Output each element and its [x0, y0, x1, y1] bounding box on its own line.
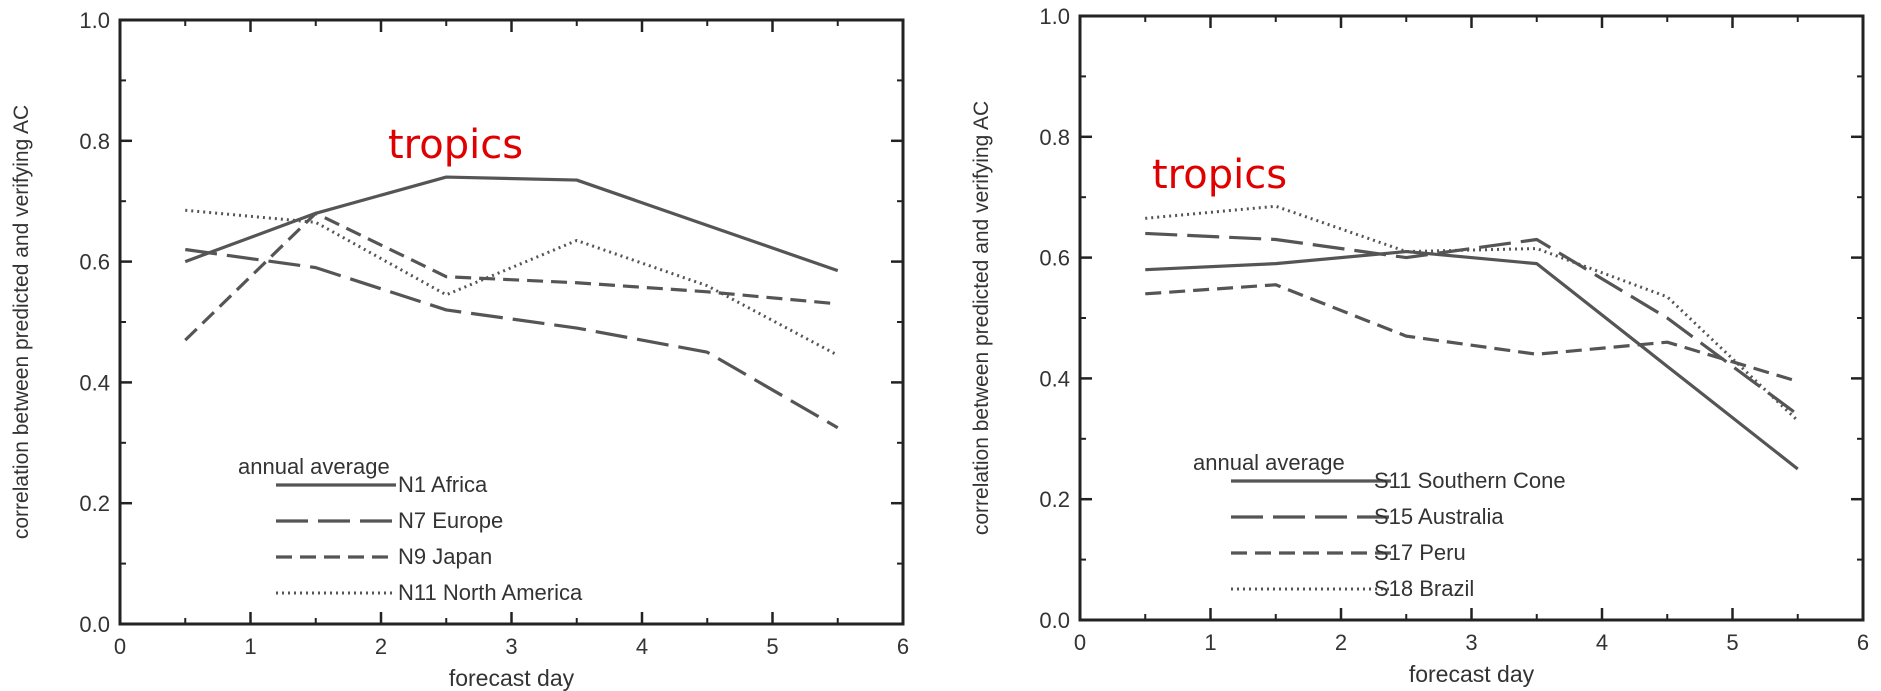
legend-entry-2: N7 Europe: [398, 508, 503, 533]
x-tick-label: 5: [1726, 630, 1738, 655]
x-tick-label: 4: [636, 634, 648, 659]
chart-panel-2: 0 1 2 3 4 5 6 0.0 0.2 0.4 0.6 0.8 1.0 forecast day cor…: [970, 4, 1869, 687]
legend-entry-1: N1 Africa: [398, 472, 488, 497]
x-tick-label: 1: [1204, 630, 1216, 655]
y-tick-label: 0.0: [1039, 608, 1070, 633]
series-line-4: [1145, 204, 1799, 422]
series-line-3: [184, 211, 838, 342]
y-tick-label: 0.4: [79, 370, 110, 395]
legend-entry-4: N11 North America: [398, 580, 583, 605]
legend-entry-1: S11 Southern Cone: [1374, 468, 1566, 493]
legend-title: annual average: [238, 454, 390, 479]
legend-entry-2: S15 Australia: [1374, 504, 1504, 529]
y-tick-label: 0.2: [79, 491, 110, 516]
y-tick-label: 0.4: [1039, 366, 1070, 391]
plot-frame: [118, 18, 905, 626]
x-tick-label: 0: [114, 634, 126, 659]
x-axis-label: forecast day: [1409, 661, 1535, 687]
annotation-text: tropics: [1152, 152, 1287, 198]
y-tick-label: 1.0: [79, 8, 110, 33]
series-line-4: [185, 208, 839, 357]
series-line-1: [184, 175, 839, 273]
x-tick-label: 4: [1596, 630, 1608, 655]
legend-title: annual average: [1193, 450, 1345, 475]
y-tick-label: 0.6: [1039, 246, 1070, 271]
legend-entry-4: S18 Brazil: [1374, 576, 1474, 601]
y-tick-label: 0.8: [1039, 125, 1070, 150]
x-axis-label: forecast day: [449, 665, 575, 691]
x-tick-label: 6: [897, 634, 909, 659]
y-axis-label: correlation between predicted and verify…: [970, 101, 993, 535]
x-tick-label: 6: [1857, 630, 1869, 655]
series-line-2: [1145, 231, 1799, 416]
x-tick-label: 3: [505, 634, 517, 659]
x-tick-label: 3: [1465, 630, 1477, 655]
x-tick-label: 1: [244, 634, 256, 659]
x-tick-label: 2: [1335, 630, 1347, 655]
y-tick-label: 0.8: [79, 129, 110, 154]
y-tick-label: 1.0: [1039, 4, 1070, 29]
chart-panel-1: 0 1 2 3 4 5 6 0.0 0.2 0.4 0.6 0.8 1.0 forecast day cor…: [10, 8, 909, 691]
series-line-1: [1145, 249, 1799, 471]
y-tick-label: 0.0: [79, 612, 110, 637]
x-tick-label: 0: [1074, 630, 1086, 655]
legend-entry-3: S17 Peru: [1374, 540, 1466, 565]
series-line-2: [185, 247, 839, 430]
annotation-text: tropics: [388, 122, 523, 168]
y-tick-label: 0.6: [79, 250, 110, 275]
legend-entry-3: N9 Japan: [398, 544, 492, 569]
series-line-3: [1145, 283, 1799, 383]
plot-frame: [1078, 14, 1865, 622]
y-tick-label: 0.2: [1039, 487, 1070, 512]
x-tick-label: 5: [766, 634, 778, 659]
y-axis-label: correlation between predicted and verify…: [10, 105, 33, 539]
x-tick-label: 2: [375, 634, 387, 659]
